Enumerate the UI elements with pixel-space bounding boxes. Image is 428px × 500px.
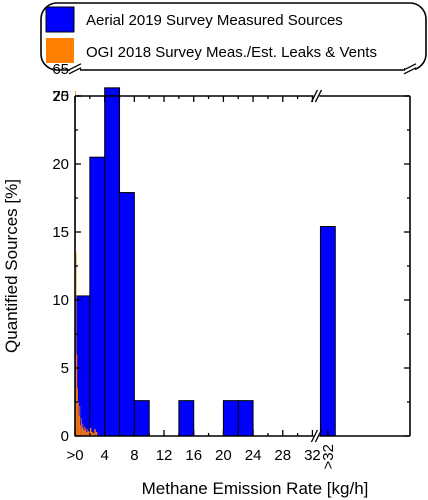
x-break-mark	[314, 429, 323, 443]
y-tick-label: 20	[52, 156, 69, 173]
y-tick-label: 10	[52, 292, 69, 309]
bar-aerial-0	[74, 295, 91, 437]
bar-ogi-5	[78, 415, 80, 436]
bar-aerial-5	[178, 400, 195, 437]
y-break-mark	[403, 67, 417, 75]
bar-ogi-23	[94, 429, 96, 436]
x-break-mark	[314, 89, 323, 103]
bar-aerial-3	[119, 192, 135, 437]
y-tick-label: 15	[52, 224, 69, 241]
bar-ogi-18	[88, 430, 90, 436]
x-tick-label: 20	[215, 447, 232, 464]
x-break-mark	[310, 89, 319, 103]
x-tick-label: 16	[185, 447, 202, 464]
legend: Aerial 2019 Survey Measured Sources OGI …	[40, 2, 427, 71]
x-tick-label: 24	[245, 447, 262, 464]
bar-ogi-1	[75, 252, 77, 436]
y-break-mask	[405, 65, 415, 72]
bar-ogi-21	[91, 431, 93, 436]
x-break-mark	[310, 429, 319, 443]
bar-aerial-2	[104, 87, 121, 437]
x-break-mask	[313, 91, 320, 101]
bar-ogi-24	[95, 431, 98, 436]
bar-ogi-16	[86, 429, 88, 436]
bar-ogi-2	[76, 354, 78, 436]
bar-ogi-20	[89, 427, 92, 436]
bar-aerial-4	[133, 400, 150, 437]
bar-ogi-14	[85, 427, 87, 436]
x-tick-label-gt32: >32	[320, 444, 337, 469]
x-axis-title: Methane Emission Rate [kg/h]	[142, 479, 369, 498]
x-tick-label: 32	[304, 447, 321, 464]
bar-ogi-22	[92, 433, 95, 436]
x-tick-label: 28	[274, 447, 291, 464]
bar-ogi-17	[87, 431, 89, 436]
bar-ogi-4	[77, 402, 79, 436]
bar-ogi-15	[86, 431, 87, 436]
y-break-mark	[403, 63, 417, 71]
x-tick-label: 4	[101, 447, 109, 464]
y-axis-title: Quantified Sources [%]	[2, 179, 21, 353]
y-tick-label: 25	[52, 88, 69, 105]
bar-aerial-7	[237, 400, 254, 437]
series-aerial-bars	[74, 87, 336, 437]
y-tick-label: 5	[61, 360, 69, 377]
y-break-mark	[68, 67, 82, 75]
bar-ogi-11	[83, 429, 84, 436]
y-break-mark	[68, 63, 82, 71]
bar-aerial-6	[222, 400, 239, 437]
legend-label-aerial: Aerial 2019 Survey Measured Sources	[86, 12, 343, 29]
legend-label-ogi: OGI 2018 Survey Meas./Est. Leaks & Vents	[86, 44, 377, 61]
tick-labels: 0 5 10 15 20 25 65 70 >0 4 8 12 16 20 24 28 32 >32	[52, 61, 337, 470]
bar-aerial-8	[319, 226, 336, 437]
bar-ogi-6	[79, 406, 81, 436]
legend-swatch-ogi	[46, 38, 74, 63]
x-tick-label: >0	[66, 447, 83, 464]
x-break-mask	[313, 431, 320, 441]
bar-ogi-13	[84, 430, 86, 436]
axis-breaks	[68, 63, 417, 443]
bar-ogi-9	[81, 427, 83, 436]
bar-ogi-8	[80, 418, 82, 436]
bar-ogi-12	[83, 426, 85, 436]
legend-swatch-aerial	[45, 6, 75, 33]
y-tick-label: 0	[61, 428, 69, 445]
bar-ogi-3	[77, 388, 78, 436]
bar-aerial-1	[89, 156, 106, 437]
x-tick-label: 12	[156, 447, 173, 464]
y-tick-label: 70	[52, 88, 69, 105]
bar-ogi-10	[82, 423, 84, 436]
x-tick-label: 8	[130, 447, 138, 464]
bar-ogi-7	[80, 425, 81, 436]
legend-box	[40, 2, 427, 71]
y-tick-label: 65	[52, 61, 69, 78]
y-break-mask	[70, 65, 80, 72]
